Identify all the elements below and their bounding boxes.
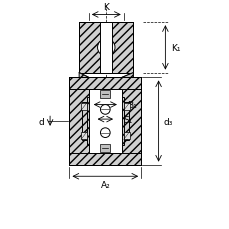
Bar [123,103,129,111]
Text: B₁: B₁ [127,101,137,110]
Bar [79,23,133,73]
Text: d: d [38,117,44,126]
Bar [123,102,128,141]
Bar [81,103,87,111]
Bar [69,78,88,165]
Text: d₃: d₃ [163,117,172,126]
Circle shape [100,105,110,115]
Text: S₁: S₁ [123,115,133,124]
Bar [100,145,110,152]
Bar [115,97,123,146]
Text: K₁: K₁ [170,44,180,53]
Polygon shape [79,73,88,78]
Bar [121,78,141,165]
Circle shape [97,40,114,57]
Bar [69,153,141,165]
Bar [81,132,87,140]
Bar [100,23,112,73]
Text: K: K [103,3,109,11]
Bar [88,90,121,153]
Text: A₂: A₂ [100,180,110,189]
Circle shape [100,128,110,138]
Bar [123,132,129,140]
Bar [100,91,110,98]
Bar [87,97,94,146]
Polygon shape [121,73,133,78]
Bar [82,102,87,141]
Bar [69,78,141,90]
